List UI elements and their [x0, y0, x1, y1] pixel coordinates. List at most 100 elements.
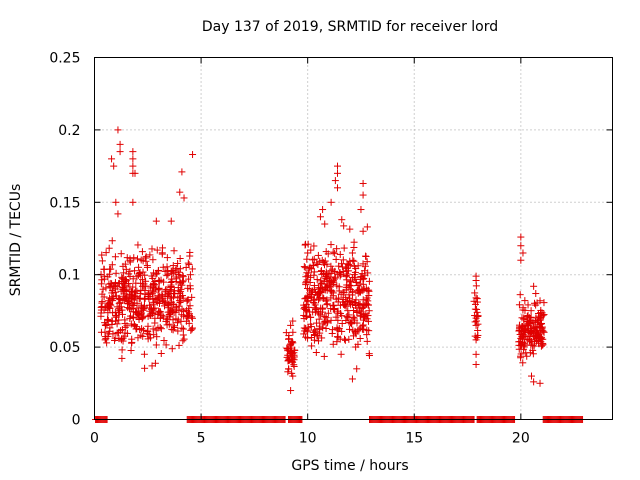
- data-point: [129, 275, 137, 283]
- data-point: [359, 322, 367, 330]
- data-point: [139, 306, 147, 314]
- data-point: [288, 338, 296, 346]
- data-point: [363, 223, 371, 231]
- data-point: [325, 270, 333, 278]
- data-point: [139, 276, 147, 284]
- data-point: [172, 315, 180, 323]
- data-point: [305, 303, 313, 311]
- data-point: [97, 280, 105, 288]
- data-point: [169, 262, 177, 270]
- data-point: [129, 198, 137, 206]
- data-point: [101, 319, 109, 327]
- data-point: [129, 308, 137, 316]
- data-point: [170, 309, 178, 317]
- data-point: [320, 318, 328, 326]
- data-point: [360, 274, 368, 282]
- data-point: [290, 362, 298, 370]
- data-point: [98, 298, 106, 306]
- data-point: [516, 291, 524, 299]
- data-point: [339, 256, 347, 264]
- data-point: [132, 279, 140, 287]
- data-point: [148, 309, 156, 317]
- data-point: [307, 320, 315, 328]
- data-point: [334, 162, 342, 170]
- data-point: [113, 283, 121, 291]
- data-point: [346, 278, 354, 286]
- data-point: [133, 299, 141, 307]
- grid: [94, 57, 613, 420]
- data-point: [102, 284, 110, 292]
- data-point: [139, 326, 147, 334]
- data-point: [333, 324, 341, 332]
- data-point: [365, 292, 373, 300]
- data-point: [338, 312, 346, 320]
- data-point: [342, 272, 350, 280]
- data-point: [185, 305, 193, 313]
- data-point: [313, 331, 321, 339]
- data-point: [353, 365, 361, 373]
- data-point: [174, 319, 182, 327]
- data-point: [471, 318, 479, 326]
- data-point: [112, 317, 120, 325]
- data-point: [337, 350, 345, 358]
- data-point: [172, 303, 180, 311]
- data-point: [113, 320, 121, 328]
- data-point: [104, 309, 112, 317]
- data-point: [327, 316, 335, 324]
- data-point: [101, 304, 109, 312]
- data-point: [107, 265, 115, 273]
- data-point: [176, 289, 184, 297]
- data-point: [327, 198, 335, 206]
- data-point: [336, 335, 344, 343]
- data-point: [175, 341, 183, 349]
- data-point: [362, 296, 370, 304]
- data-point: [329, 289, 337, 297]
- data-point: [521, 297, 529, 305]
- data-point: [322, 324, 330, 332]
- data-point: [176, 188, 184, 196]
- data-point: [145, 301, 153, 309]
- data-point: [108, 261, 116, 269]
- data-point: [177, 288, 185, 296]
- data-point: [540, 299, 548, 307]
- chart-title: Day 137 of 2019, SRMTID for receiver lor…: [202, 19, 498, 35]
- data-point: [145, 330, 153, 338]
- data-point: [178, 324, 186, 332]
- data-point: [321, 313, 329, 321]
- data-point: [130, 254, 138, 262]
- data-point: [159, 313, 167, 321]
- data-point: [120, 269, 128, 277]
- data-point: [189, 151, 197, 159]
- data-point: [351, 268, 359, 276]
- data-point: [98, 251, 106, 259]
- data-point: [148, 272, 156, 280]
- data-point: [116, 148, 124, 156]
- x-axis-title: GPS time / hours: [291, 458, 408, 474]
- data-point: [287, 341, 295, 349]
- data-point: [152, 341, 160, 349]
- data-point: [314, 337, 322, 345]
- data-point: [338, 319, 346, 327]
- plot-frame: [94, 57, 613, 420]
- data-point: [327, 241, 335, 249]
- data-point: [331, 177, 339, 185]
- data-point: [332, 255, 340, 263]
- data-point: [183, 296, 191, 304]
- data-point: [517, 256, 525, 264]
- data-point: [161, 298, 169, 306]
- data-point: [186, 302, 194, 310]
- data-point: [149, 290, 157, 298]
- data-point: [311, 328, 319, 336]
- data-point: [188, 325, 196, 333]
- data-point: [102, 249, 110, 257]
- data-point: [122, 265, 130, 273]
- data-point: [178, 311, 186, 319]
- data-point: [167, 267, 175, 275]
- data-point: [289, 328, 297, 336]
- data-point: [159, 295, 167, 303]
- data-point: [164, 291, 172, 299]
- data-point: [330, 306, 338, 314]
- data-point: [103, 339, 111, 347]
- data-point: [308, 342, 316, 350]
- data-point: [99, 285, 107, 293]
